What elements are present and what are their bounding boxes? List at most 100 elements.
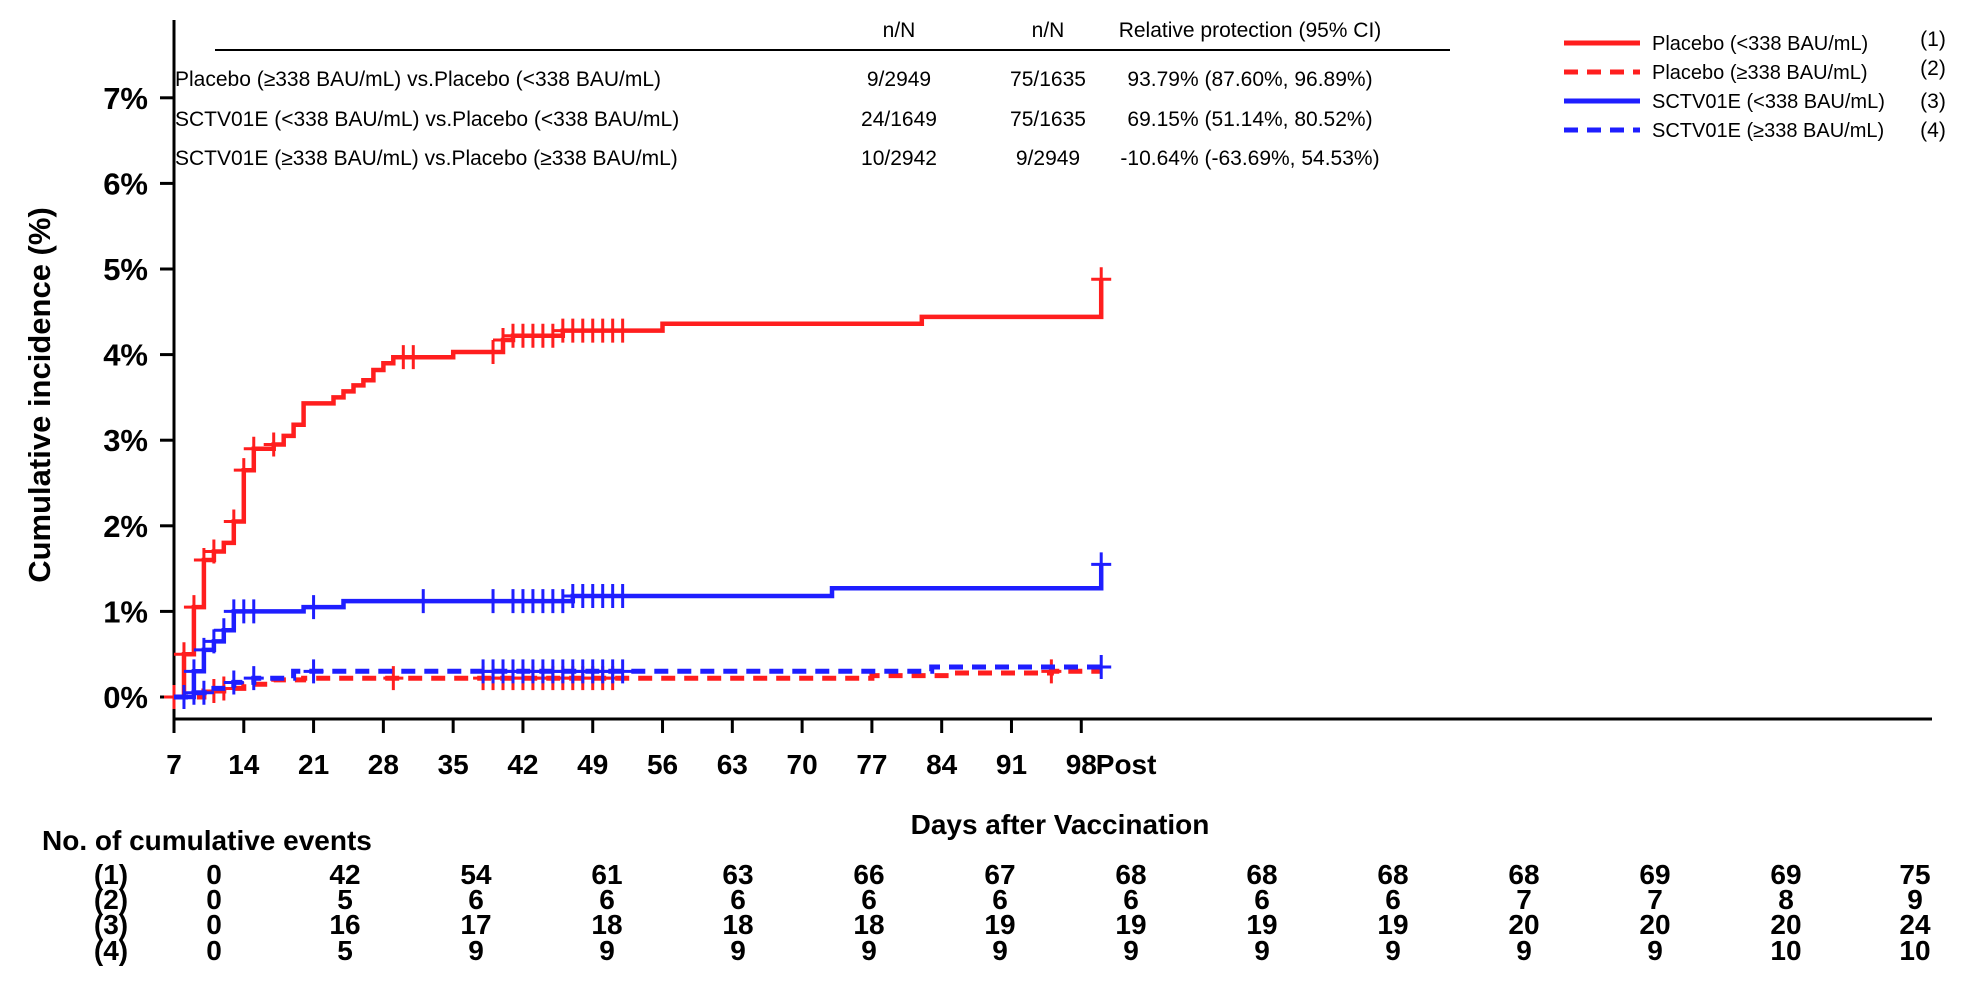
risk-row-label: (4)	[94, 935, 128, 966]
censor-mark	[183, 659, 204, 684]
risk-value: 9	[599, 935, 615, 966]
x-tick-label: 7	[166, 749, 182, 780]
risk-value: 5	[337, 935, 353, 966]
risk-value: 0	[206, 859, 222, 890]
censor-mark	[263, 432, 284, 457]
censor-mark	[403, 345, 424, 370]
comparison-value: 9/2949	[867, 68, 931, 91]
risk-value: 67	[984, 859, 1015, 890]
y-tick-label: 1%	[103, 594, 148, 629]
legend-label: Placebo (≥338 BAU/mL)	[1652, 62, 1868, 84]
legend-series-number: (1)	[1920, 28, 1946, 51]
censor-mark	[223, 509, 244, 534]
censor-mark	[203, 539, 224, 564]
risk-row-label: (1)	[94, 859, 128, 890]
risk-row-label: (2)	[94, 884, 128, 915]
y-axis-ticks: 0% 1% 2% 3% 4% 5% 6% 7%	[103, 81, 174, 715]
risk-value: 20	[1508, 909, 1539, 940]
x-tick-label: 70	[787, 749, 818, 780]
censor-mark	[203, 679, 224, 704]
x-tick-label: 77	[856, 749, 887, 780]
y-tick-label: 6%	[103, 166, 148, 201]
risk-value: 8	[1778, 884, 1794, 915]
risk-value: 9	[468, 935, 484, 966]
risk-value: 9	[1123, 935, 1139, 966]
censor-mark	[233, 458, 254, 483]
comparison-value: 93.79% (87.60%, 96.89%)	[1127, 68, 1372, 91]
risk-value: 0	[206, 909, 222, 940]
comparison-value: 75/1635	[1010, 68, 1086, 91]
legend-series-number: (4)	[1920, 119, 1946, 142]
risk-value: 18	[591, 909, 622, 940]
y-tick-label: 7%	[103, 81, 148, 116]
censor-mark	[243, 666, 264, 691]
risk-value: 69	[1770, 859, 1801, 890]
x-tick-label: 98	[1066, 749, 1097, 780]
censor-mark	[542, 323, 563, 348]
risk-value: 10	[1770, 935, 1801, 966]
risk-value: 6	[992, 884, 1008, 915]
risk-value: 68	[1377, 859, 1408, 890]
comparison-header: n/N	[883, 19, 916, 42]
risk-value: 20	[1770, 909, 1801, 940]
censor-mark	[213, 618, 234, 643]
censor-mark	[483, 340, 504, 365]
x-tick-label: 14	[228, 749, 260, 780]
x-tick-label: 56	[647, 749, 678, 780]
risk-value: 6	[599, 884, 615, 915]
x-tick-label: Post	[1096, 749, 1157, 780]
series-layer	[164, 267, 1112, 709]
risk-value: 19	[1115, 909, 1146, 940]
risk-value: 5	[337, 884, 353, 915]
censor-mark	[303, 595, 324, 620]
risk-value: 68	[1246, 859, 1277, 890]
legend-series-number: (2)	[1920, 57, 1946, 80]
series-sctv01e-low	[173, 552, 1112, 709]
censor-mark	[243, 436, 264, 461]
axes	[172, 20, 1932, 721]
risk-value: 20	[1639, 909, 1670, 940]
x-tick-label: 42	[507, 749, 538, 780]
y-tick-label: 0%	[103, 680, 148, 715]
comparison-value: -10.64% (-63.69%, 54.53%)	[1120, 147, 1379, 170]
y-tick-label: 4%	[103, 338, 148, 373]
censor-mark	[483, 589, 504, 614]
risk-value: 6	[1254, 884, 1270, 915]
censor-mark	[223, 670, 244, 695]
censor-mark	[203, 629, 224, 654]
comparison-label: SCTV01E (≥338 BAU/mL) vs.Placebo (≥338 B…	[175, 147, 678, 170]
comparison-header: n/N	[1032, 19, 1065, 42]
risk-value: 9	[992, 935, 1008, 966]
comparison-table: n/N n/N Relative protection (95% CI) Placeb…	[175, 19, 1450, 170]
x-tick-label: 21	[298, 749, 329, 780]
risk-value: 18	[853, 909, 884, 940]
comparison-header: Relative protection (95% CI)	[1119, 19, 1382, 42]
risk-value: 19	[1246, 909, 1277, 940]
censor-mark	[1091, 552, 1112, 577]
censor-mark	[493, 328, 514, 353]
legend-label: Placebo (<338 BAU/mL)	[1652, 33, 1868, 55]
risk-value: 42	[329, 859, 360, 890]
series-line-placebo-low	[174, 279, 1104, 700]
risk-value: 0	[206, 884, 222, 915]
risk-value: 19	[984, 909, 1015, 940]
x-tick-label: 49	[577, 749, 608, 780]
risk-value: 6	[861, 884, 877, 915]
censor-mark	[1091, 267, 1112, 292]
censor-mark	[612, 318, 633, 343]
x-axis-label: Days after Vaccination	[911, 809, 1210, 840]
censor-mark	[193, 680, 214, 705]
y-tick-label: 5%	[103, 252, 148, 287]
risk-value: 6	[468, 884, 484, 915]
y-tick-label: 3%	[103, 423, 148, 458]
risk-value: 7	[1516, 884, 1532, 915]
legend-series-number: (3)	[1920, 90, 1946, 113]
x-tick-label: 63	[717, 749, 748, 780]
risk-value: 9	[1647, 935, 1663, 966]
comparison-value: 75/1635	[1010, 108, 1086, 131]
y-tick-label: 2%	[103, 509, 148, 544]
censor-mark	[413, 589, 434, 614]
risk-value: 75	[1899, 859, 1930, 890]
